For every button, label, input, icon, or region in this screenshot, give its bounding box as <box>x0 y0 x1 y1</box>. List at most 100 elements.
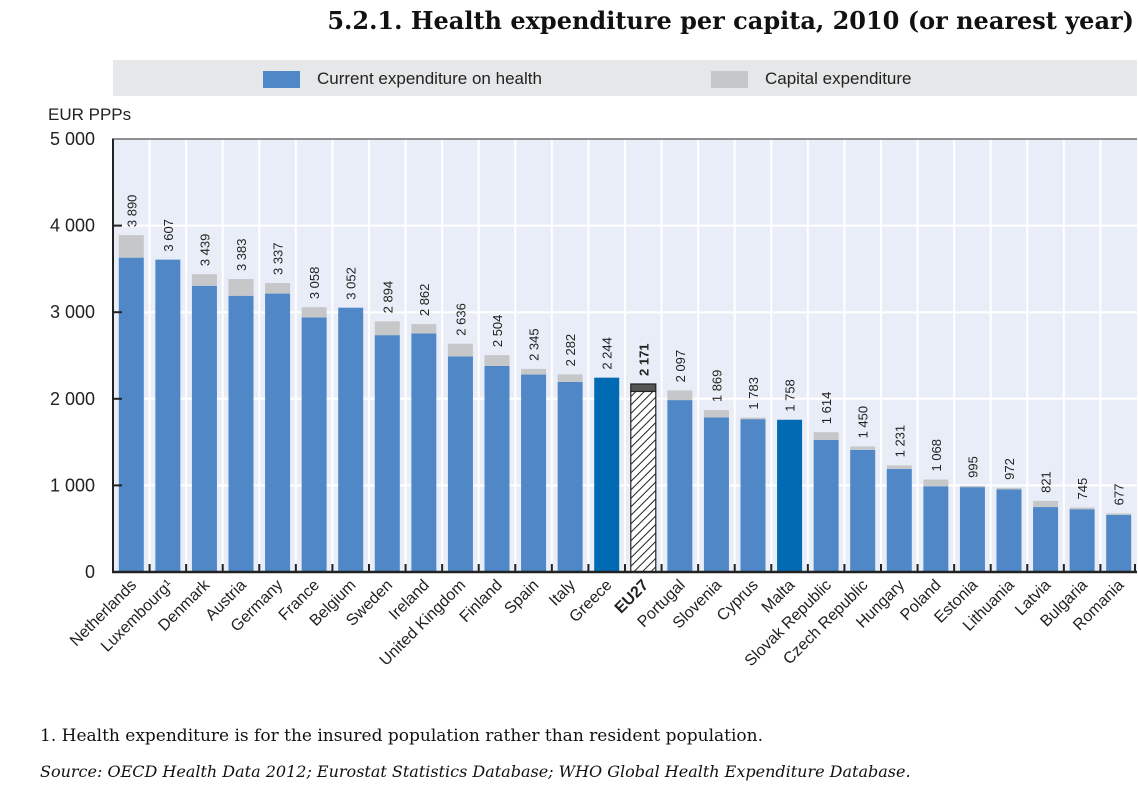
bar-current <box>813 439 839 572</box>
bar-current <box>155 259 181 572</box>
bar-current <box>557 381 583 572</box>
bar-current <box>118 257 144 572</box>
data-label: 3 890 <box>124 195 139 228</box>
bar-current <box>630 390 657 573</box>
bar-current <box>886 468 912 572</box>
bar-capital <box>1106 513 1132 515</box>
data-label: 677 <box>1112 484 1127 506</box>
bar-capital <box>740 417 766 420</box>
data-label: 2 504 <box>490 315 505 348</box>
legend-swatch-current <box>263 70 300 88</box>
bar-capital <box>996 487 1022 490</box>
bar-current <box>703 417 729 572</box>
bar-capital <box>813 432 839 440</box>
bar-current <box>411 333 437 572</box>
bar-current <box>667 400 693 572</box>
bar-capital <box>191 274 217 286</box>
bar-current <box>740 419 766 572</box>
bar-current <box>191 285 217 572</box>
data-label: 2 862 <box>417 284 432 317</box>
bar-current <box>1106 514 1132 572</box>
bar-current <box>594 377 620 572</box>
data-label: 1 758 <box>783 379 798 412</box>
bar-current <box>777 419 803 572</box>
data-label: 821 <box>1039 471 1054 493</box>
data-label: 3 439 <box>197 234 212 267</box>
bar-capital <box>118 235 144 258</box>
data-label: 745 <box>1075 478 1090 500</box>
y-tick-label: 4 000 <box>50 216 95 236</box>
x-tick-label: Spain <box>501 577 542 618</box>
y-tick-label: 1 000 <box>50 475 95 495</box>
data-label: 3 337 <box>271 242 286 275</box>
data-label: 2 244 <box>600 337 615 370</box>
data-label: 2 636 <box>453 303 468 336</box>
y-tick-label: 5 000 <box>50 129 95 149</box>
bar-current <box>1033 507 1059 572</box>
bar-capital <box>1069 507 1095 510</box>
bar-current <box>923 486 949 572</box>
bar-capital <box>630 383 657 393</box>
data-label: 2 345 <box>527 328 542 361</box>
bar-capital <box>959 485 985 488</box>
data-label: 1 231 <box>892 425 907 458</box>
data-label: 1 068 <box>929 439 944 472</box>
bar-capital <box>374 321 400 336</box>
footnote: 1. Health expenditure is for the insured… <box>40 726 764 746</box>
chart-title: 5.2.1. Health expenditure per capita, 20… <box>327 6 1134 35</box>
y-axis-label: EUR PPPs <box>48 105 131 124</box>
bar-capital <box>850 446 876 450</box>
data-label: 2 171 <box>636 343 651 376</box>
bar-capital <box>923 479 949 487</box>
bar-current <box>521 374 547 572</box>
bar-current <box>338 307 364 572</box>
bar-capital <box>411 324 437 334</box>
y-tick-label: 3 000 <box>50 302 95 322</box>
bar-current <box>1069 509 1095 572</box>
source-note: Source: OECD Health Data 2012; Eurostat … <box>40 762 911 781</box>
bar-capital <box>484 355 510 366</box>
bar-capital <box>703 410 729 418</box>
data-label: 2 282 <box>563 334 578 367</box>
y-tick-label: 2 000 <box>50 389 95 409</box>
bar-capital <box>1033 500 1059 508</box>
bar-current <box>850 449 876 572</box>
legend-item-capital: Capital expenditure <box>711 69 911 89</box>
y-tick-label: 0 <box>85 562 95 582</box>
bar-capital <box>886 465 912 469</box>
bar-capital <box>265 283 291 294</box>
bar-current <box>301 317 327 572</box>
data-label: 1 614 <box>819 392 834 425</box>
x-tick-label: Cyprus <box>714 577 762 625</box>
bar-capital <box>557 374 583 382</box>
bar-capital <box>667 390 693 401</box>
data-label: 3 052 <box>344 267 359 300</box>
legend-label-capital: Capital expenditure <box>765 69 912 88</box>
bar-capital <box>228 279 254 296</box>
data-label: 2 894 <box>380 281 395 314</box>
x-tick-label: Italy <box>546 577 579 610</box>
bar-current <box>484 365 510 572</box>
data-label: 3 383 <box>234 238 249 271</box>
bar-capital <box>521 368 547 375</box>
bar-capital <box>301 307 327 318</box>
bar-current <box>374 335 400 572</box>
data-label: 1 869 <box>709 370 724 403</box>
legend-label-current: Current expenditure on health <box>317 69 542 88</box>
data-label: 972 <box>1002 458 1017 480</box>
legend: Current expenditure on health Capital ex… <box>113 60 1137 96</box>
legend-swatch-capital <box>711 70 748 88</box>
bar-current <box>265 293 291 572</box>
bar-current <box>996 489 1022 572</box>
legend-item-current: Current expenditure on health <box>263 69 542 89</box>
data-label: 995 <box>965 456 980 478</box>
bar-capital <box>447 343 473 357</box>
bar-current <box>228 295 254 572</box>
data-label: 3 058 <box>307 267 322 300</box>
data-label: 1 450 <box>856 406 871 439</box>
bar-current <box>959 487 985 572</box>
bar-current <box>447 356 473 572</box>
data-label: 2 097 <box>673 350 688 383</box>
data-label: 1 783 <box>746 377 761 410</box>
